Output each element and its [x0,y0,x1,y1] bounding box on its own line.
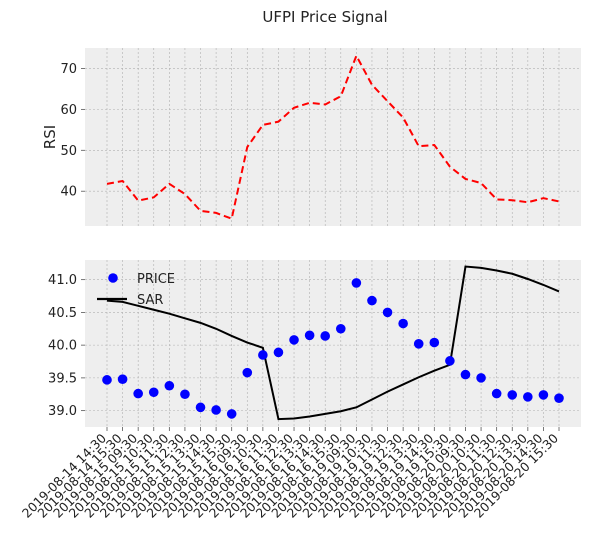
y-tick-label: 50 [60,144,77,159]
price-point [460,369,471,380]
price-point [273,347,284,358]
price-point [117,374,128,384]
price-point [195,402,206,413]
price-point [180,389,190,400]
sar-line [106,265,560,421]
rsi-panel: 40 50 60 70 RSI [41,48,581,226]
y-tick-label: 39.5 [48,371,77,386]
y-tick-label: 60 [60,103,77,118]
price-point [148,387,159,398]
price-point [413,339,424,349]
price-point [320,331,331,341]
y-tick-label: 41.0 [48,273,77,288]
price-point [367,295,377,306]
price-panel: 39.039.540.040.541.0 2019-08-14 14:30201… [19,260,581,521]
price-point [476,373,486,383]
price-point [211,405,221,415]
price-point [226,409,237,419]
chart-title: UFPI Price Signal [262,8,387,26]
price-point [133,388,143,399]
y-tick-label: 40 [60,185,77,200]
legend-price-label: PRICE [137,272,175,287]
y-tick-label: 40.0 [48,339,77,354]
price-point [335,323,346,334]
legend: PRICE SAR [97,272,175,308]
legend-price-marker [108,273,118,283]
y-tick-label: 39.0 [48,404,77,419]
price-point [554,393,564,403]
price-point [507,390,518,400]
price-plot-area [85,260,581,427]
rsi-plot-area [85,48,581,226]
price-point [382,307,393,318]
rsi-ylabel: RSI [41,125,59,149]
price-point [429,337,440,348]
price-point [398,318,408,329]
rsi-line [106,53,560,220]
price-point [491,388,502,399]
price-point [289,335,299,345]
price-point [164,380,175,391]
y-tick-label: 70 [60,62,77,77]
price-point [102,375,112,385]
y-tick-label: 40.5 [48,306,77,321]
price-point [351,278,362,288]
price-point [538,390,549,400]
price-point [523,392,533,402]
price-point [304,330,315,341]
price-point [242,367,253,378]
price-point [258,350,268,360]
price-point [445,356,455,366]
legend-sar-label: SAR [137,293,163,308]
